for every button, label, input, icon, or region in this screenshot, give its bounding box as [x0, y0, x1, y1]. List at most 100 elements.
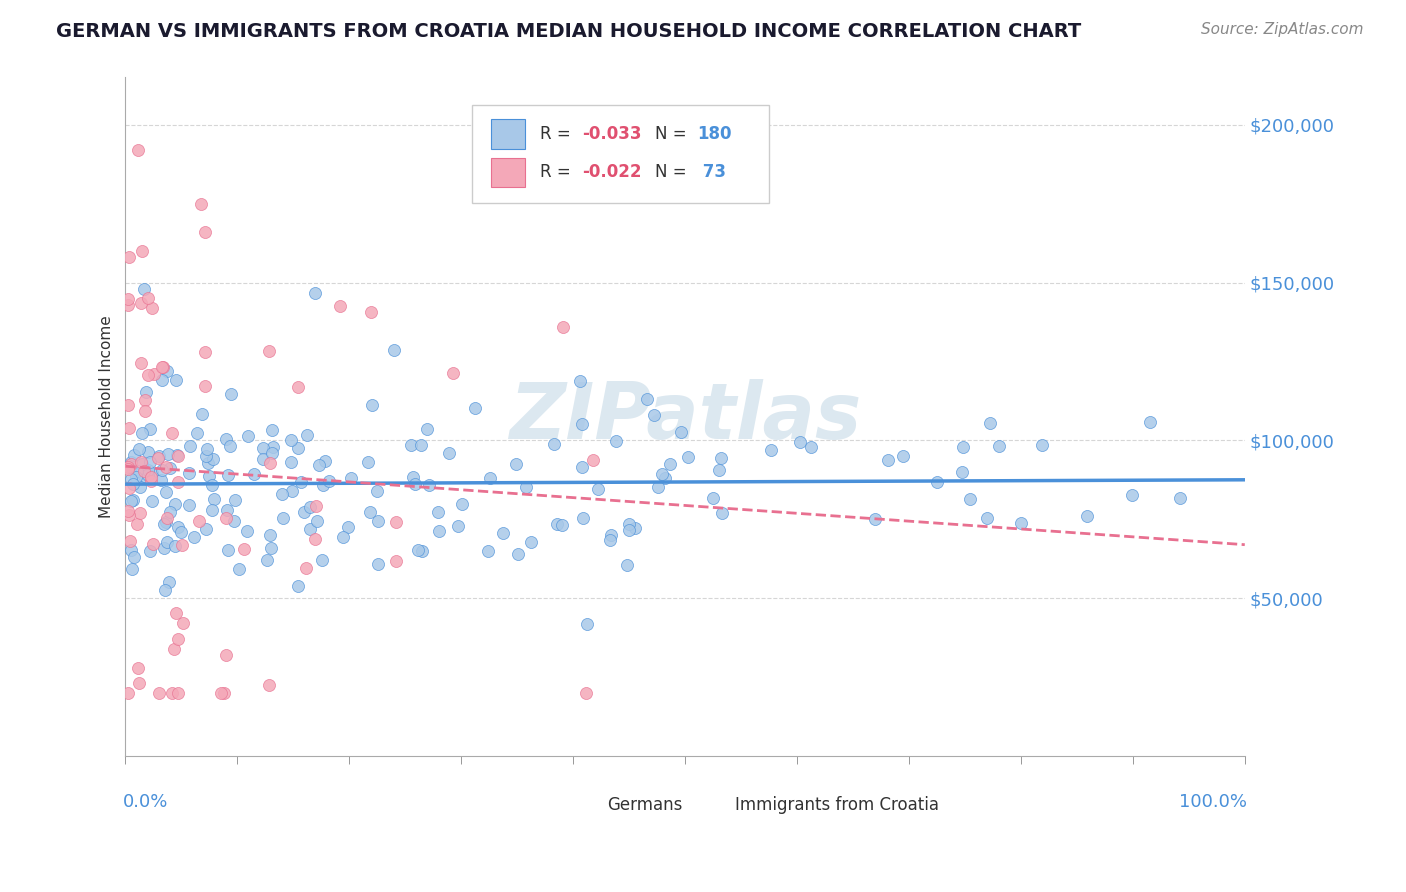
Point [669, 425, 692, 440]
Point [789, 435, 811, 450]
Point [441, 367, 464, 381]
Point [426, 505, 449, 519]
Point [295, 427, 318, 442]
Point [194, 379, 217, 393]
Point [194, 449, 217, 463]
Point [287, 441, 309, 455]
Point [134, 392, 156, 407]
Point [399, 437, 422, 451]
Point [183, 530, 205, 544]
Point [551, 319, 574, 334]
Point [271, 511, 294, 525]
Point [136, 463, 159, 477]
Point [139, 455, 162, 469]
Point [150, 463, 173, 477]
Point [357, 455, 380, 469]
Point [439, 446, 461, 460]
Point [451, 497, 474, 511]
Text: 73: 73 [697, 163, 727, 181]
Point [959, 491, 981, 506]
Point [125, 470, 148, 484]
Point [136, 291, 159, 305]
Point [256, 553, 278, 567]
Point [647, 480, 669, 494]
Point [243, 467, 266, 481]
Point [162, 686, 184, 700]
Point [605, 434, 627, 449]
Point [582, 452, 605, 467]
Point [149, 473, 172, 487]
Point [172, 616, 194, 631]
Point [117, 504, 139, 518]
Point [952, 440, 974, 454]
Point [139, 474, 162, 488]
Point [259, 457, 281, 471]
Point [134, 282, 156, 296]
Point [128, 442, 150, 457]
Point [209, 686, 232, 700]
Point [477, 544, 499, 558]
Point [117, 398, 139, 412]
Point [979, 417, 1001, 431]
Point [402, 470, 425, 484]
Point [643, 408, 665, 422]
Point [201, 503, 224, 517]
Point [308, 458, 330, 473]
Point [290, 475, 312, 489]
Point [179, 439, 201, 453]
Point [588, 482, 610, 496]
Point [201, 477, 224, 491]
Text: Immigrants from Croatia: Immigrants from Croatia [735, 796, 939, 814]
Point [515, 480, 537, 494]
Point [217, 467, 239, 482]
Point [1121, 488, 1143, 502]
Point [659, 458, 682, 472]
Point [150, 360, 173, 375]
Point [122, 550, 145, 565]
Point [382, 343, 405, 358]
Point [236, 524, 259, 538]
Point [118, 533, 141, 548]
Point [281, 484, 304, 499]
Text: N =: N = [655, 163, 692, 181]
Point [167, 632, 190, 646]
Point [546, 516, 568, 531]
Point [617, 523, 640, 537]
Point [260, 424, 283, 438]
Point [129, 480, 152, 494]
Point [636, 392, 658, 406]
Point [314, 454, 336, 468]
Point [162, 425, 184, 440]
Point [409, 438, 432, 452]
Point [219, 439, 242, 453]
Point [361, 398, 384, 412]
Point [616, 558, 638, 572]
Point [571, 460, 593, 475]
FancyBboxPatch shape [704, 797, 728, 817]
Point [215, 511, 238, 525]
Point [118, 508, 141, 522]
Point [262, 440, 284, 454]
Point [131, 356, 153, 370]
Text: GERMAN VS IMMIGRANTS FROM CROATIA MEDIAN HOUSEHOLD INCOME CORRELATION CHART: GERMAN VS IMMIGRANTS FROM CROATIA MEDIAN… [56, 22, 1081, 41]
Point [139, 470, 162, 484]
Point [415, 422, 437, 436]
FancyBboxPatch shape [492, 119, 524, 149]
Point [359, 505, 381, 519]
Point [122, 448, 145, 462]
Point [418, 478, 440, 492]
Point [270, 486, 292, 500]
Point [127, 661, 149, 675]
Point [129, 455, 152, 469]
Point [132, 465, 155, 479]
Point [191, 408, 214, 422]
Point [624, 521, 647, 535]
Point [150, 372, 173, 386]
Point [298, 500, 321, 515]
Point [339, 471, 361, 485]
Text: ZIPatlas: ZIPatlas [509, 379, 862, 455]
Point [179, 498, 201, 512]
Point [141, 301, 163, 315]
Point [505, 457, 527, 471]
Point [252, 452, 274, 467]
